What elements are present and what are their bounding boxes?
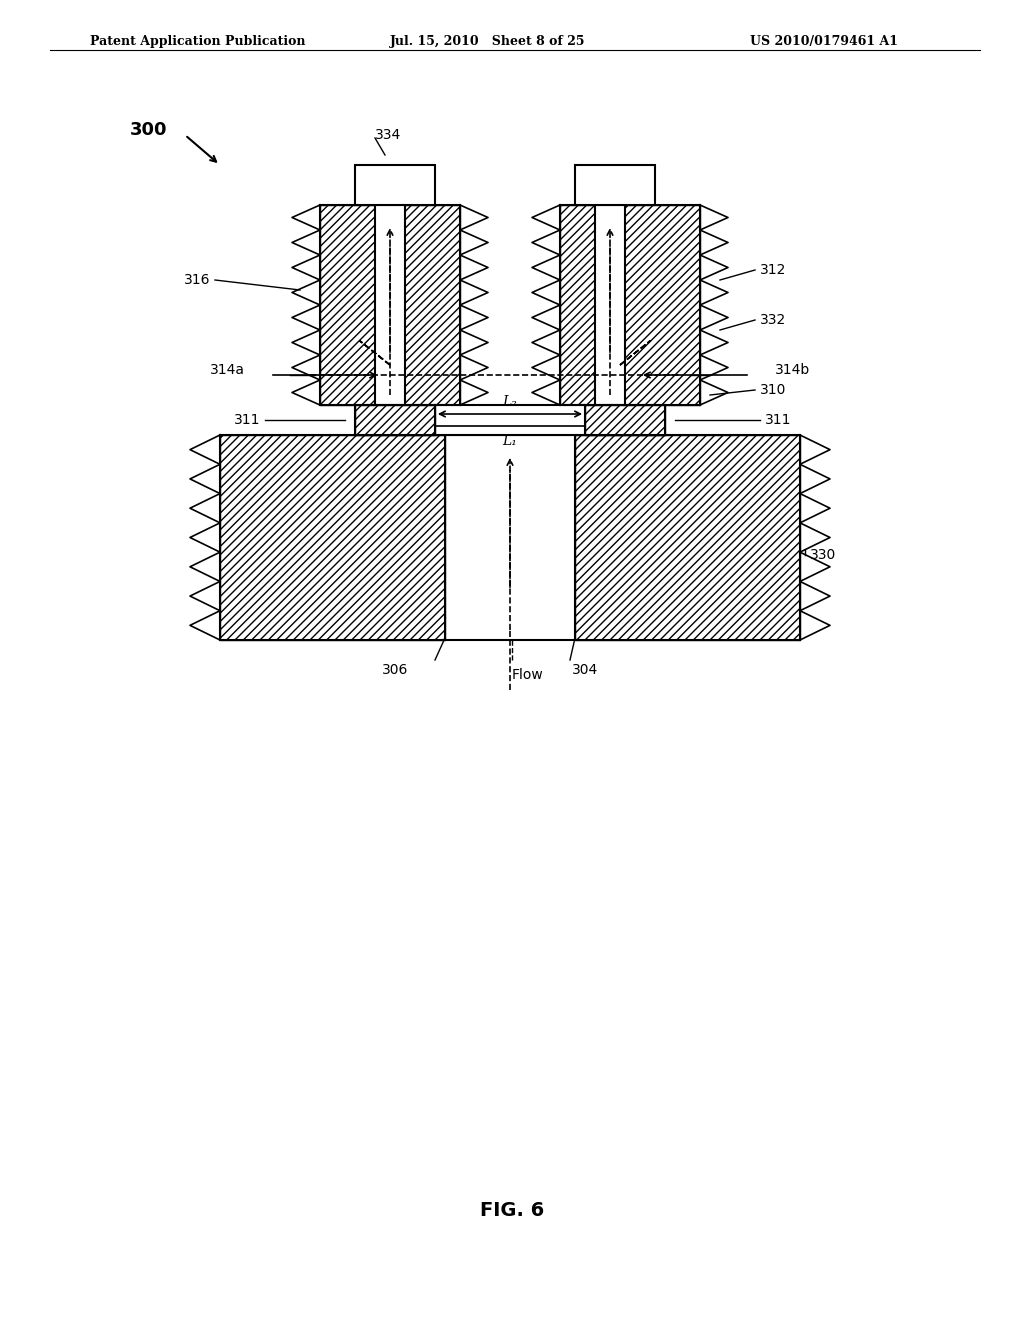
Text: 306: 306 [382, 663, 409, 677]
Bar [595, 205, 625, 405]
Text: 310: 310 [760, 383, 786, 397]
Bar [355, 165, 435, 205]
Text: FIG. 6: FIG. 6 [480, 1200, 544, 1220]
Text: 311: 311 [765, 413, 792, 426]
Bar [319, 205, 460, 405]
Bar [585, 405, 665, 436]
Bar [375, 205, 406, 405]
Text: 330: 330 [810, 548, 837, 562]
Text: L₂: L₂ [503, 395, 517, 409]
Text: 312: 312 [760, 263, 786, 277]
Text: L₁: L₁ [503, 434, 517, 447]
Bar [220, 436, 445, 640]
Text: 311: 311 [233, 413, 260, 426]
Bar [560, 205, 700, 405]
Text: 300: 300 [130, 121, 168, 139]
Text: 316: 316 [183, 273, 210, 286]
Text: US 2010/0179461 A1: US 2010/0179461 A1 [750, 36, 898, 48]
Text: 304: 304 [571, 663, 598, 677]
Bar [435, 405, 585, 436]
Bar [355, 405, 435, 436]
Bar [575, 165, 655, 205]
Text: 334: 334 [375, 128, 401, 143]
Text: 314b: 314b [775, 363, 810, 378]
Text: Jul. 15, 2010   Sheet 8 of 25: Jul. 15, 2010 Sheet 8 of 25 [390, 36, 586, 48]
Text: 314a: 314a [210, 363, 245, 378]
Text: Patent Application Publication: Patent Application Publication [90, 36, 305, 48]
Text: Flow: Flow [512, 668, 544, 682]
Text: 332: 332 [760, 313, 786, 327]
Bar [575, 436, 800, 640]
